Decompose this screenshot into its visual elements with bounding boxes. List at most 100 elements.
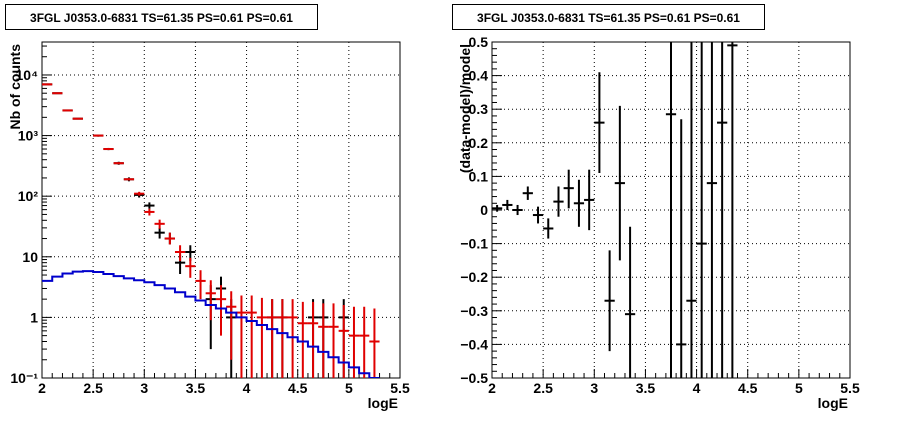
x-tick-label: 3.5 bbox=[186, 380, 206, 396]
axis-ticks bbox=[41, 45, 401, 379]
x-tick-label: 4 bbox=[693, 380, 701, 396]
data-point bbox=[318, 303, 329, 378]
data-point bbox=[338, 305, 349, 378]
data-point bbox=[706, 42, 718, 378]
data-point bbox=[267, 299, 278, 378]
data-point bbox=[246, 295, 257, 378]
data-point bbox=[113, 162, 124, 165]
data-layer bbox=[492, 42, 738, 378]
y-tick-label: −0.5 bbox=[460, 370, 488, 386]
y-axis-label: Nb of counts bbox=[7, 44, 23, 130]
residuals-panel: 2 2.5 3 3.5 4 4.5 5 5.5 0.5 0.4 0.3 0.2 0.1 0 −0.1 −0.2… bbox=[457, 34, 860, 411]
data-point bbox=[154, 227, 165, 239]
x-tick-label: 2 bbox=[488, 380, 496, 396]
data-point bbox=[604, 250, 615, 352]
y-tick-label: −0.1 bbox=[460, 236, 488, 252]
data-point bbox=[277, 299, 288, 378]
data-point bbox=[215, 285, 227, 336]
series-2 bbox=[42, 270, 380, 378]
data-point bbox=[594, 72, 605, 174]
data-point bbox=[359, 306, 370, 378]
data-point bbox=[62, 109, 73, 112]
x-tick-label: 4.5 bbox=[738, 380, 758, 396]
x-tick-label: 5 bbox=[345, 380, 353, 396]
x-tick-label: 2.5 bbox=[83, 380, 103, 396]
x-tick-label: 5 bbox=[795, 380, 803, 396]
right-plot-title: 3FGL J0353.0-6831 TS=61.35 PS=0.61 PS=0.… bbox=[452, 4, 765, 30]
data-point bbox=[584, 169, 595, 231]
data-point bbox=[154, 219, 165, 229]
data-point bbox=[195, 270, 206, 300]
y-tick-label: 0.3 bbox=[469, 101, 489, 117]
y-tick-label: 10³ bbox=[18, 128, 39, 144]
x-tick-label: 3.5 bbox=[636, 380, 656, 396]
series-1 bbox=[42, 83, 380, 378]
x-axis-label: logE bbox=[818, 395, 848, 411]
y-tick-label: 0 bbox=[480, 202, 488, 218]
data-point bbox=[328, 303, 339, 378]
data-point bbox=[256, 297, 268, 378]
y-tick-label: 0.4 bbox=[469, 68, 489, 84]
x-tick-label: 2.5 bbox=[533, 380, 553, 396]
counts-panel: 2 2.5 3 3.5 4 4.5 5 5.5 10⁴ 10³ 10² 10 1 10⁻¹ logE Nb o… bbox=[7, 41, 410, 411]
data-layer bbox=[42, 83, 380, 378]
x-tick-label: 3 bbox=[590, 380, 598, 396]
data-point bbox=[717, 42, 728, 378]
data-point bbox=[103, 148, 114, 151]
data-point bbox=[502, 199, 513, 210]
data-point bbox=[522, 186, 533, 200]
y-tick-label: −0.3 bbox=[460, 303, 488, 319]
y-tick-label: 0.5 bbox=[469, 34, 489, 50]
y-tick-label: 10⁻¹ bbox=[10, 370, 38, 386]
x-tick-label: 5.5 bbox=[390, 380, 410, 396]
y-tick-label: 10² bbox=[18, 188, 39, 204]
data-point bbox=[676, 119, 687, 378]
y-tick-label: 0.1 bbox=[469, 168, 489, 184]
left-plot-title: 3FGL J0353.0-6831 TS=61.35 PS=0.61 PS=0.… bbox=[5, 4, 318, 30]
y-tick-label: 10⁴ bbox=[16, 67, 39, 83]
x-tick-label: 4.5 bbox=[288, 380, 308, 396]
data-point bbox=[307, 301, 319, 378]
data-point bbox=[512, 204, 523, 216]
y-tick-label: −0.4 bbox=[460, 336, 488, 352]
data-point bbox=[348, 306, 360, 378]
plot-frame bbox=[41, 41, 401, 379]
data-point bbox=[164, 232, 175, 245]
data-point bbox=[553, 186, 564, 217]
x-tick-label: 3 bbox=[140, 380, 148, 396]
data-point bbox=[624, 226, 636, 378]
data-point bbox=[543, 218, 554, 239]
data-point bbox=[144, 202, 155, 209]
data-point bbox=[205, 280, 216, 321]
data-point bbox=[72, 117, 83, 120]
axis-ticks bbox=[491, 41, 851, 379]
data-point bbox=[573, 179, 585, 227]
grid bbox=[42, 42, 400, 378]
y-axis-label: (data-model)/model bbox=[457, 44, 473, 173]
y-tick-label: 10 bbox=[22, 249, 38, 265]
data-point bbox=[226, 291, 237, 360]
x-tick-label: 4 bbox=[243, 380, 251, 396]
x-tick-label: 5.5 bbox=[840, 380, 860, 396]
series-0 bbox=[492, 42, 738, 378]
grid bbox=[492, 42, 850, 378]
data-point bbox=[532, 206, 544, 224]
data-point bbox=[134, 191, 145, 196]
data-point bbox=[185, 257, 196, 278]
data-point bbox=[696, 42, 707, 378]
data-point bbox=[144, 208, 155, 216]
model-step-line bbox=[42, 270, 380, 378]
data-point bbox=[123, 178, 135, 181]
y-tick-label: 0.2 bbox=[469, 135, 489, 151]
x-axis-label: logE bbox=[368, 395, 398, 411]
data-point bbox=[563, 169, 574, 209]
x-tick-label: 2 bbox=[38, 380, 46, 396]
data-point bbox=[665, 42, 677, 378]
data-point bbox=[287, 299, 298, 378]
data-point bbox=[727, 42, 738, 378]
y-tick-label: −0.2 bbox=[460, 269, 488, 285]
data-point bbox=[236, 295, 247, 378]
data-point bbox=[614, 105, 625, 261]
data-point bbox=[52, 92, 63, 95]
